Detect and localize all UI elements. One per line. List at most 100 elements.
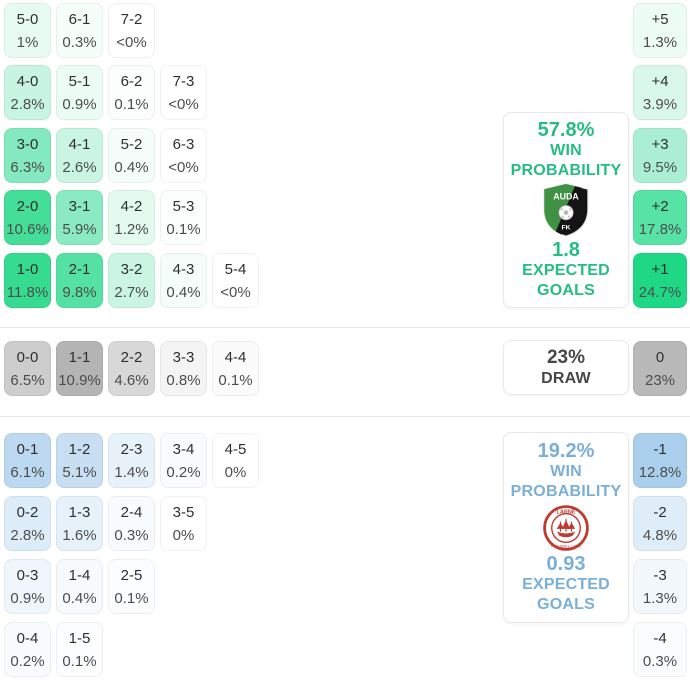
home-score-cell: 5-4 <0%: [212, 253, 259, 308]
cell-score-label: 1-4: [68, 567, 91, 584]
cell-score-label: 5-3: [172, 198, 195, 215]
cell-probability-value: 1.4%: [114, 464, 149, 481]
away-score-cell: 2-4 0.3%: [108, 496, 155, 551]
draw-probability-value: 23%: [546, 346, 586, 368]
larne-fc-crest-icon: LARNE FOOTBALL CLUB: [543, 504, 589, 551]
home-score-cell: 2-1 9.8%: [56, 253, 103, 308]
home-xg-label-line2: GOALS: [537, 282, 595, 299]
away-score-cell: 3-5 0%: [160, 496, 207, 551]
home-score-cell: 1-0 11.8%: [4, 253, 51, 308]
svg-text:LARNE: LARNE: [557, 509, 576, 515]
cell-probability-value: 1.3%: [642, 34, 678, 51]
cell-probability-value: 24.7%: [638, 284, 682, 301]
goal-diff-cell: -2 4.8%: [633, 496, 687, 551]
cell-score-label: 6-3: [172, 136, 195, 153]
home-score-cell: 4-3 0.4%: [160, 253, 207, 308]
away-score-cell: 0-2 2.8%: [4, 496, 51, 551]
cell-score-label: 2-4: [120, 504, 143, 521]
auda-fk-crest-icon: AUDA FK: [541, 183, 591, 237]
cell-score-label: -2: [653, 504, 667, 521]
cell-probability-value: 0%: [224, 464, 247, 481]
draw-score-cell: 0-0 6.5%: [4, 341, 51, 396]
cell-probability-value: 4.8%: [642, 527, 678, 544]
goal-diff-cell: 0 23%: [633, 341, 687, 396]
cell-probability-value: 2.6%: [62, 159, 97, 176]
home-score-cell: 4-2 1.2%: [108, 190, 155, 245]
cell-probability-value: 1.3%: [642, 590, 678, 607]
away-score-cell: 0-4 0.2%: [4, 622, 51, 677]
goal-diff-cell: +2 17.8%: [633, 190, 687, 245]
cell-score-label: 5-2: [120, 136, 143, 153]
draw-panel: 23% DRAW: [503, 340, 629, 395]
cell-probability-value: 0.8%: [166, 372, 201, 389]
cell-score-label: +1: [651, 261, 669, 278]
cell-score-label: 3-1: [68, 198, 91, 215]
cell-probability-value: <0%: [116, 34, 147, 51]
home-win-label-line2: PROBABILITY: [510, 162, 622, 179]
cell-probability-value: 0.9%: [10, 590, 45, 607]
home-win-panel: 57.8% WIN PROBABILITY AUDA: [503, 112, 629, 308]
cell-probability-value: 0.4%: [62, 590, 97, 607]
cell-score-label: -1: [653, 441, 667, 458]
away-xg-label-line2: GOALS: [537, 596, 595, 614]
home-score-cell: 4-0 2.8%: [4, 65, 51, 120]
cell-probability-value: 0%: [172, 527, 195, 544]
cell-score-label: 6-1: [68, 11, 91, 28]
goal-diff-cell: +1 24.7%: [633, 253, 687, 308]
cell-probability-value: 0.3%: [62, 34, 97, 51]
cell-score-label: 3-0: [16, 136, 39, 153]
goal-diff-cell: -4 0.3%: [633, 622, 687, 677]
cell-score-label: 1-3: [68, 504, 91, 521]
cell-score-label: 1-2: [68, 441, 91, 458]
cell-probability-value: 0.1%: [218, 372, 253, 389]
home-score-cell: 6-2 0.1%: [108, 65, 155, 120]
home-score-cell: 4-1 2.6%: [56, 128, 103, 183]
draw-score-cell: 2-2 4.6%: [108, 341, 155, 396]
away-score-cell: 2-5 0.1%: [108, 559, 155, 614]
home-score-cell: 2-0 10.6%: [4, 190, 51, 245]
home-score-cell: 5-3 0.1%: [160, 190, 207, 245]
cell-probability-value: 2.8%: [10, 96, 45, 113]
cell-score-label: +3: [651, 136, 669, 153]
cell-probability-value: 0.2%: [10, 653, 45, 670]
cell-score-label: 3-5: [172, 504, 195, 521]
away-win-panel: 19.2% WIN PROBABILITY LARNE FOOTBALL CLU…: [503, 432, 629, 623]
separator-draw-away: [0, 416, 690, 417]
cell-score-label: 3-3: [172, 349, 195, 366]
cell-score-label: -4: [653, 630, 667, 647]
cell-score-label: 3-4: [172, 441, 195, 458]
cell-probability-value: 2.7%: [114, 284, 149, 301]
goal-diff-cell: -1 12.8%: [633, 433, 687, 488]
cell-probability-value: 4.6%: [114, 372, 149, 389]
cell-probability-value: 10.6%: [6, 221, 49, 238]
away-score-cell: 2-3 1.4%: [108, 433, 155, 488]
away-score-cell: 4-5 0%: [212, 433, 259, 488]
cell-probability-value: 1%: [16, 34, 39, 51]
cell-probability-value: 0.1%: [114, 590, 149, 607]
home-score-cell: 7-2 <0%: [108, 3, 155, 58]
cell-probability-value: 0.9%: [62, 96, 97, 113]
cell-probability-value: 2.8%: [10, 527, 45, 544]
svg-text:FOOTBALL CLUB: FOOTBALL CLUB: [551, 544, 581, 548]
home-score-cell: 6-1 0.3%: [56, 3, 103, 58]
cell-probability-value: 0.3%: [114, 527, 149, 544]
cell-probability-value: 23%: [644, 372, 676, 389]
cell-score-label: 1-1: [68, 349, 91, 366]
cell-probability-value: 9.8%: [62, 284, 97, 301]
cell-probability-value: <0%: [168, 96, 199, 113]
home-score-cell: 7-3 <0%: [160, 65, 207, 120]
away-score-cell: 1-5 0.1%: [56, 622, 103, 677]
cell-score-label: 4-1: [68, 136, 91, 153]
cell-score-label: 2-0: [16, 198, 39, 215]
cell-score-label: 7-2: [120, 11, 143, 28]
cell-score-label: 2-5: [120, 567, 143, 584]
cell-probability-value: 0.2%: [166, 464, 201, 481]
cell-score-label: 6-2: [120, 73, 143, 90]
cell-probability-value: 0.1%: [166, 221, 201, 238]
cell-score-label: +4: [651, 73, 669, 90]
away-score-cell: 0-1 6.1%: [4, 433, 51, 488]
cell-probability-value: <0%: [220, 284, 251, 301]
cell-score-label: 2-1: [68, 261, 91, 278]
cell-score-label: 5-4: [224, 261, 247, 278]
home-xg-label-line1: EXPECTED: [522, 262, 610, 279]
